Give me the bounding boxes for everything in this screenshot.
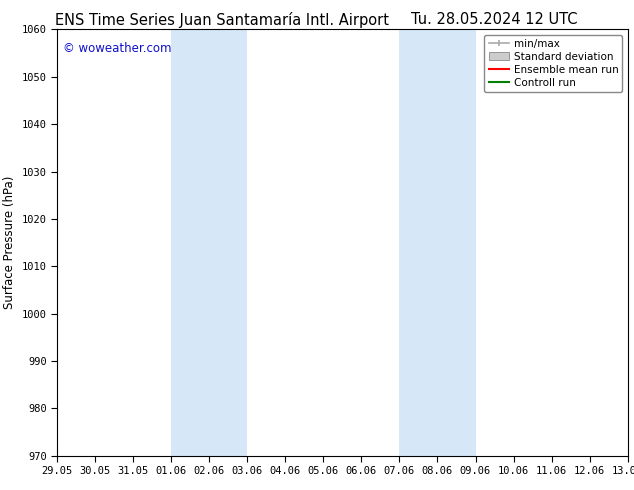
- Bar: [171, 29, 247, 456]
- Bar: [399, 29, 476, 456]
- Text: ENS Time Series Juan Santamaría Intl. Airport: ENS Time Series Juan Santamaría Intl. Ai…: [55, 12, 389, 28]
- Legend: min/max, Standard deviation, Ensemble mean run, Controll run: min/max, Standard deviation, Ensemble me…: [484, 35, 623, 92]
- Text: Tu. 28.05.2024 12 UTC: Tu. 28.05.2024 12 UTC: [411, 12, 578, 27]
- Text: © woweather.com: © woweather.com: [63, 42, 171, 55]
- Y-axis label: Surface Pressure (hPa): Surface Pressure (hPa): [3, 176, 16, 309]
